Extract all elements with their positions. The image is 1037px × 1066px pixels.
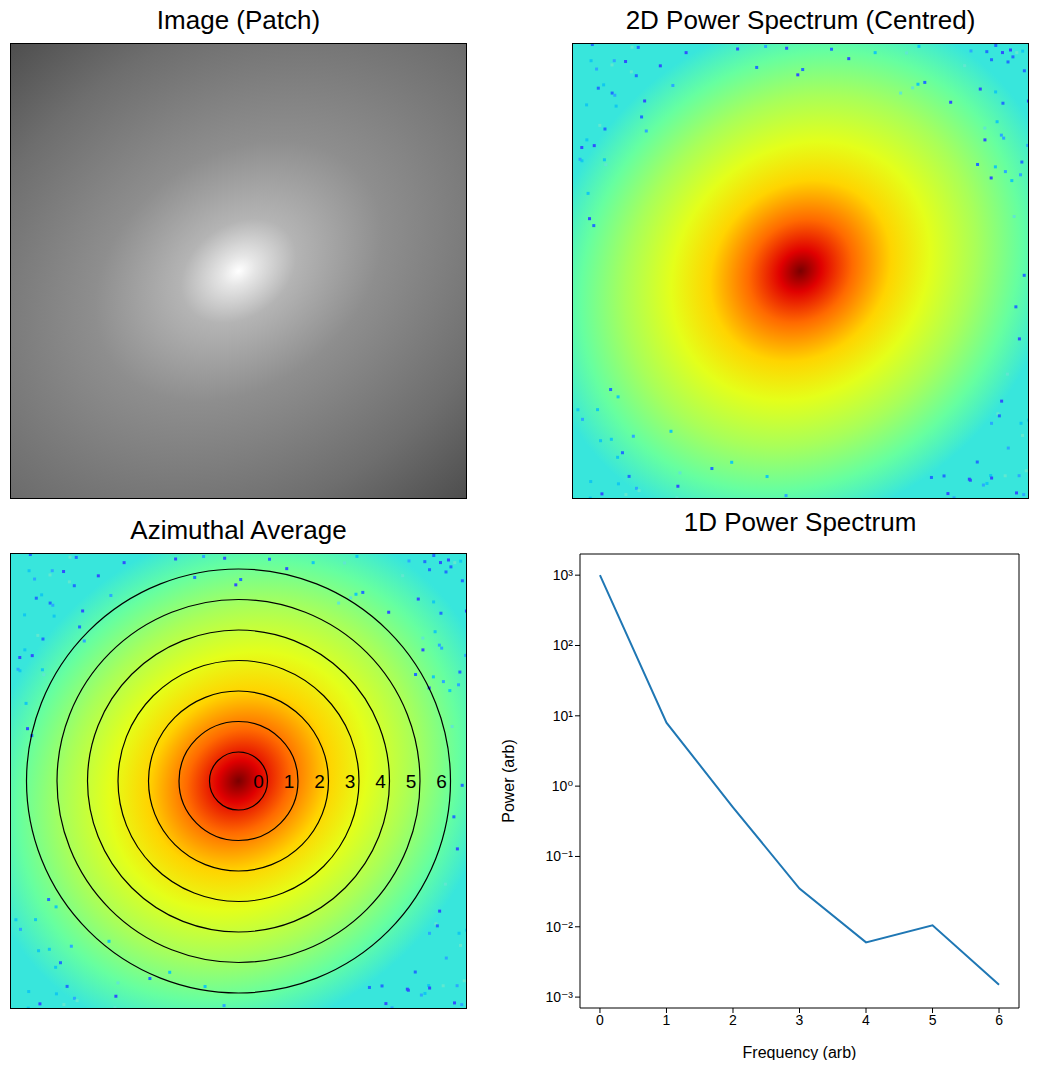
- html-text:Azimuthal Average: Azimuthal Average: [130, 515, 347, 545]
- svg-text:10⁻³: 10⁻³: [545, 989, 573, 1005]
- svg-text:4: 4: [862, 1012, 870, 1028]
- svg-text:1: 1: [663, 1012, 671, 1028]
- svg-text:10¹: 10¹: [553, 708, 574, 724]
- svg-text:Power (arb): Power (arb): [500, 739, 517, 823]
- svg-text:2: 2: [729, 1012, 737, 1028]
- html-text:1D Power Spectrum: 1D Power Spectrum: [683, 507, 917, 537]
- svg-text:3: 3: [345, 771, 356, 792]
- svg-text:3: 3: [796, 1012, 804, 1028]
- svg-text:10⁻²: 10⁻²: [545, 919, 573, 935]
- html-text:2D Power Spectrum (Centred): 2D Power Spectrum (Centred): [625, 5, 976, 35]
- svg-text:0: 0: [253, 771, 264, 792]
- svg-text:1: 1: [284, 771, 295, 792]
- svg-text:5: 5: [929, 1012, 937, 1028]
- svg-text:6: 6: [995, 1012, 1003, 1028]
- svg-text:4: 4: [375, 771, 386, 792]
- svg-text:0: 0: [596, 1012, 604, 1028]
- svg-text:2: 2: [314, 771, 325, 792]
- svg-text:10³: 10³: [553, 567, 574, 583]
- svg-text:Frequency (arb): Frequency (arb): [743, 1044, 857, 1060]
- svg-text:10⁻¹: 10⁻¹: [545, 848, 573, 864]
- svg-text:5: 5: [406, 771, 417, 792]
- svg-text:6: 6: [436, 771, 447, 792]
- svg-text:10⁰: 10⁰: [552, 778, 574, 794]
- svg-text:10²: 10²: [553, 637, 574, 653]
- html-text:Image (Patch): Image (Patch): [156, 5, 321, 35]
